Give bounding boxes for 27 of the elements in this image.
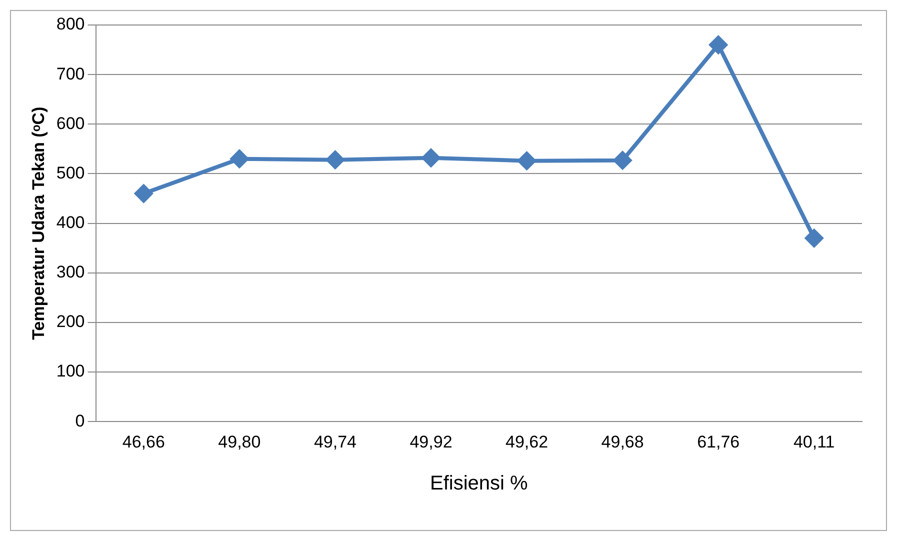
point bbox=[134, 184, 153, 203]
y-tick-label: 0 bbox=[75, 411, 85, 430]
point bbox=[709, 36, 728, 54]
y-tick-label: 700 bbox=[56, 64, 85, 84]
x-tick-label: 49,68 bbox=[601, 432, 644, 452]
point bbox=[422, 148, 440, 167]
y-tick-label: 500 bbox=[56, 163, 85, 182]
point bbox=[326, 150, 344, 169]
point bbox=[518, 152, 536, 170]
y-tick-label: 800 bbox=[56, 14, 85, 34]
point bbox=[614, 151, 632, 170]
y-tick-label: 600 bbox=[56, 114, 85, 133]
point bbox=[805, 229, 824, 248]
y-tick-label: 400 bbox=[56, 212, 85, 232]
x-tick-label: 49,92 bbox=[410, 432, 452, 452]
x-tick-label: 49,80 bbox=[218, 432, 261, 452]
y-axis-title: Temperatur Udara Tekan (ᵒC) bbox=[28, 106, 48, 340]
y-tick-label: 100 bbox=[56, 362, 85, 381]
x-tick-label: 40,11 bbox=[793, 432, 835, 452]
y-tick-label: 200 bbox=[56, 312, 85, 332]
y-tick-label: 300 bbox=[56, 262, 85, 282]
x-tick-label: 49,74 bbox=[314, 432, 356, 452]
x-tick-label: 46,66 bbox=[122, 432, 165, 452]
point bbox=[230, 150, 248, 168]
x-axis-title: Efisiensi % bbox=[430, 472, 528, 495]
x-tick-label: 61,76 bbox=[697, 432, 740, 452]
x-tick-label: 49,62 bbox=[506, 432, 548, 452]
